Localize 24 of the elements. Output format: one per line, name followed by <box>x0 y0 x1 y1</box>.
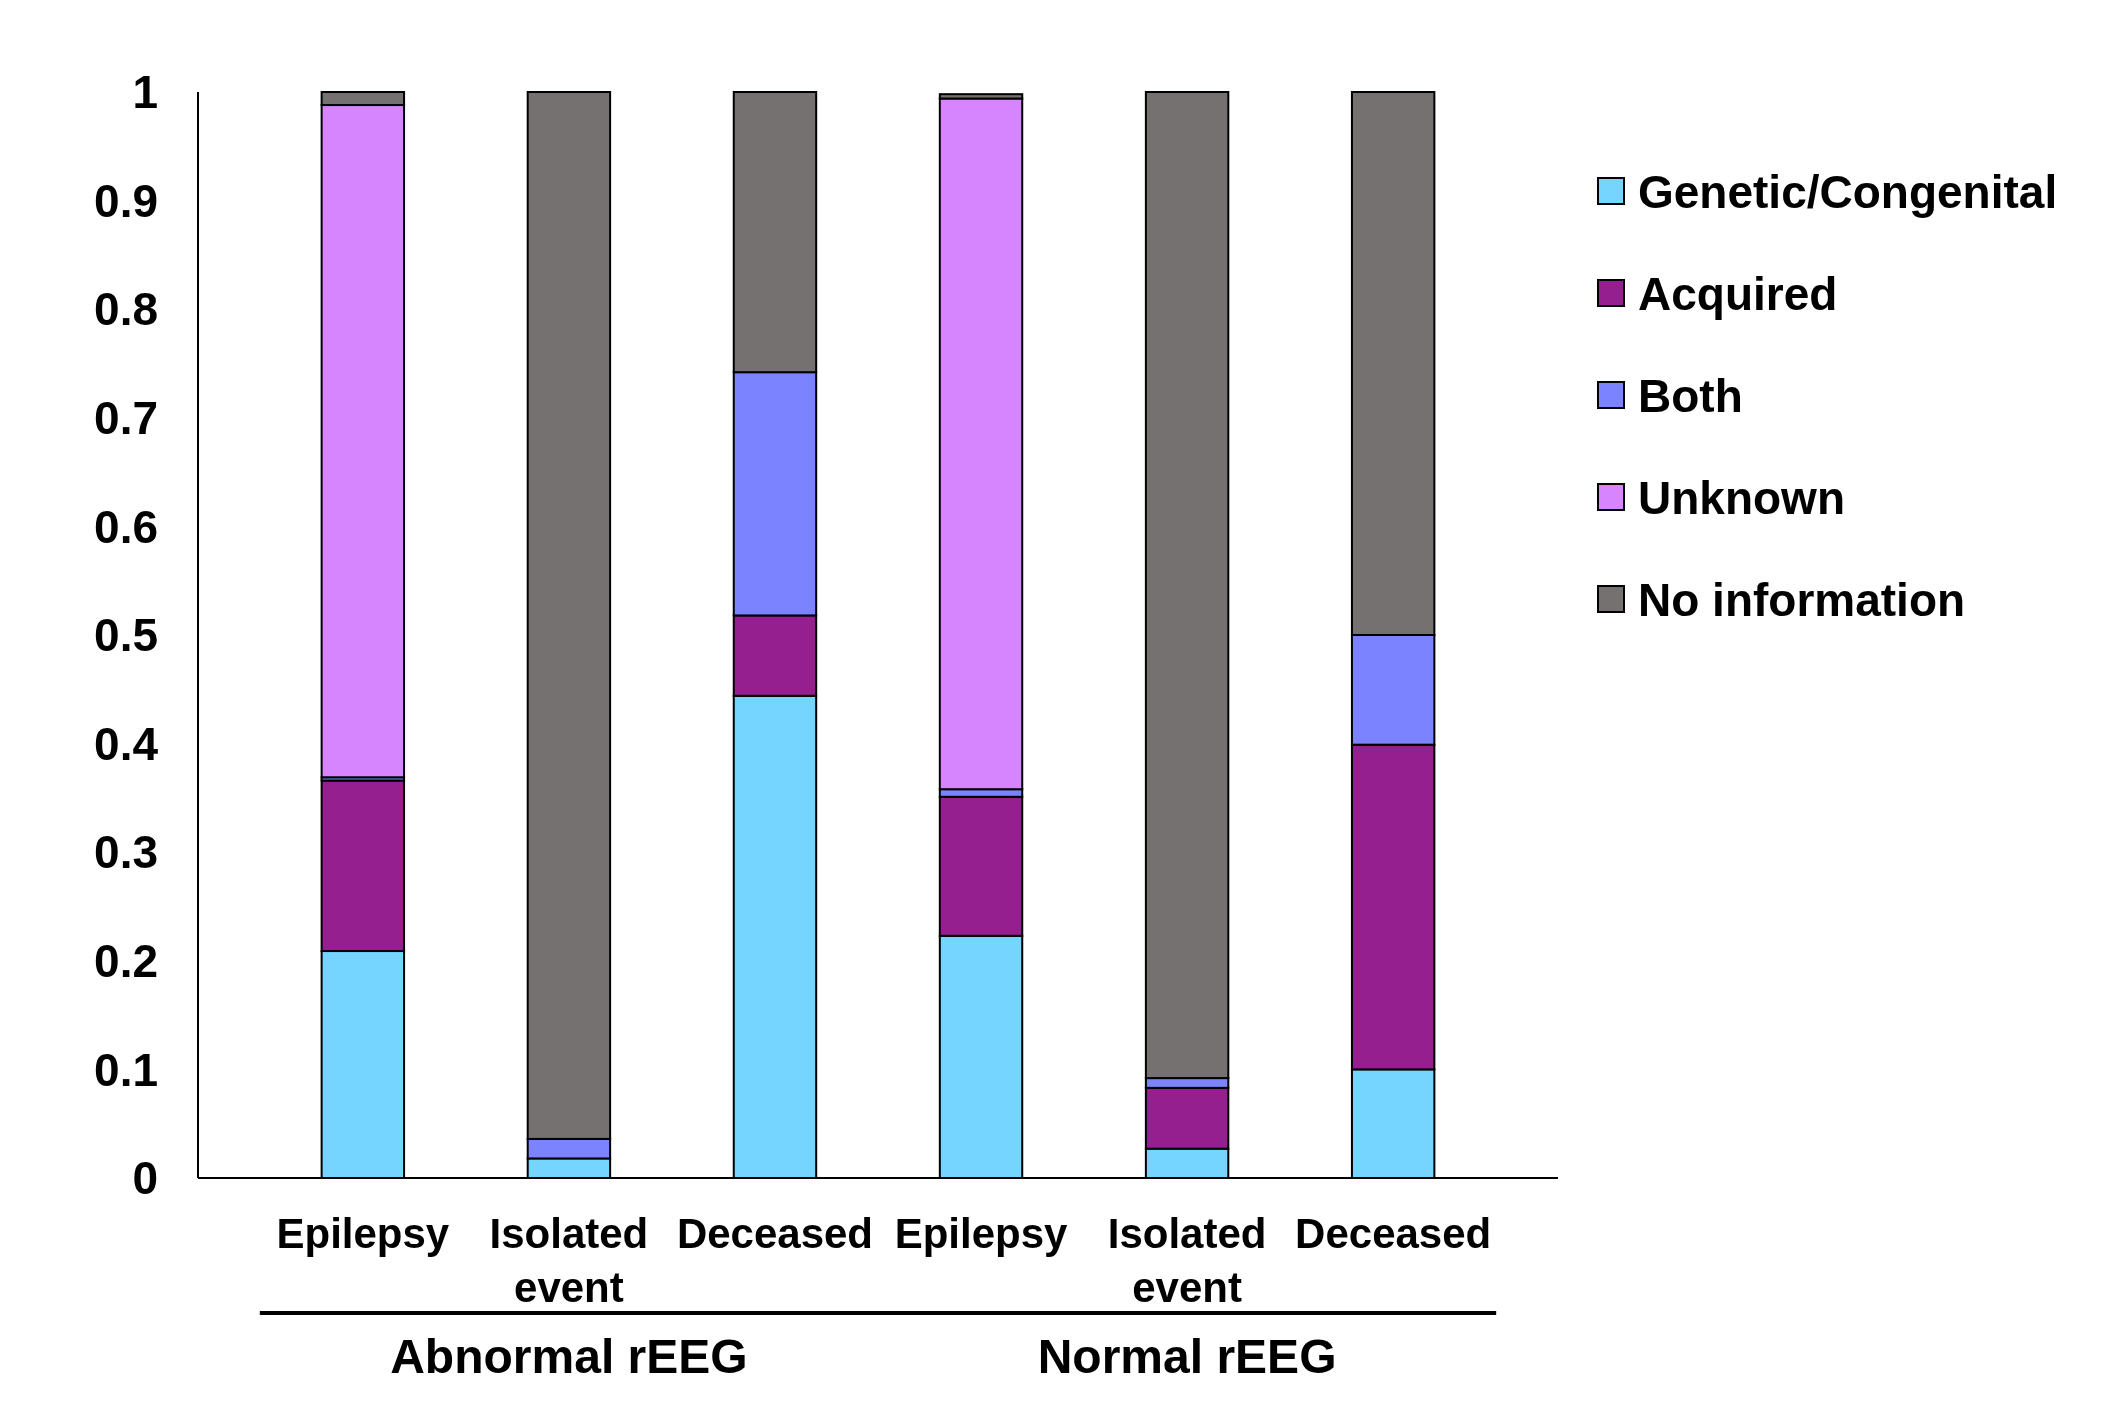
legend-label: Genetic/Congenital <box>1638 166 2058 219</box>
y-tick-label: 0.8 <box>94 283 158 336</box>
y-tick-label: 0.5 <box>94 609 158 662</box>
y-tick-label: 0.4 <box>94 717 159 770</box>
x-tick-label: Isolated event <box>489 1210 649 1311</box>
y-tick-label: 0.7 <box>94 391 158 444</box>
y-tick-label: 0.3 <box>94 826 158 879</box>
legend-label: No information <box>1638 574 1966 627</box>
y-tick-label: 0.6 <box>94 500 158 553</box>
x-tick-label: Isolated event <box>1107 1210 1267 1311</box>
y-tick-label: 0.1 <box>94 1043 158 1096</box>
legend-label: Both <box>1638 370 1743 423</box>
x-tick-label: Epilepsy <box>276 1210 450 1257</box>
text: Normal rEEG <box>1037 1330 1337 1383</box>
y-tick-label: 1 <box>132 66 158 119</box>
y-tick-label: 0.9 <box>94 174 158 227</box>
x-tick-label: Deceased <box>676 1210 874 1257</box>
legend-label: Unknown <box>1638 472 1845 525</box>
y-tick-label: 0.2 <box>94 934 158 987</box>
text: Abnormal rEEG <box>390 1330 748 1383</box>
y-tick-label: 0 <box>132 1152 158 1205</box>
legend-label: Acquired <box>1638 268 1838 321</box>
x-tick-label: Deceased <box>1295 1210 1492 1257</box>
x-tick-label: Epilepsy <box>894 1210 1069 1257</box>
